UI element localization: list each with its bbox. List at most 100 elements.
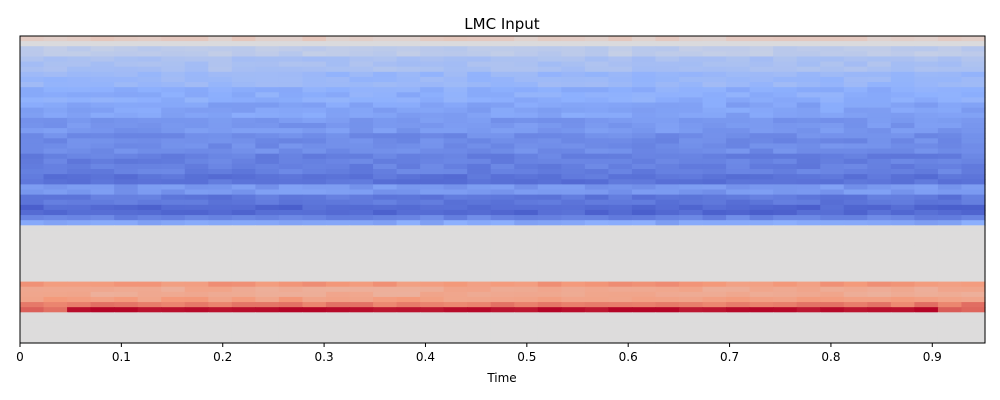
- heatmap-cell: [114, 143, 138, 149]
- heatmap-cell: [232, 312, 256, 318]
- heatmap-cell: [67, 333, 91, 339]
- heatmap-cell: [867, 87, 891, 93]
- heatmap-cell: [820, 328, 844, 334]
- heatmap-cell: [726, 215, 750, 221]
- heatmap-cell: [185, 220, 209, 226]
- heatmap-cell: [491, 149, 515, 155]
- heatmap-cell: [585, 276, 609, 282]
- heatmap-cell: [185, 246, 209, 252]
- heatmap-cell: [867, 312, 891, 318]
- heatmap-cell: [397, 41, 421, 47]
- heatmap-cell: [326, 312, 350, 318]
- heatmap-cell: [585, 67, 609, 73]
- heatmap-cell: [350, 333, 374, 339]
- heatmap-cell: [255, 271, 279, 277]
- heatmap-cell: [185, 164, 209, 170]
- heatmap-cell: [773, 276, 797, 282]
- heatmap-cell: [538, 108, 562, 114]
- heatmap-cell: [773, 159, 797, 165]
- heatmap-cell: [655, 143, 679, 149]
- heatmap-cell: [820, 323, 844, 329]
- heatmap-cell: [350, 67, 374, 73]
- heatmap-cell: [279, 128, 303, 134]
- heatmap-cell: [350, 317, 374, 323]
- heatmap-cell: [820, 62, 844, 68]
- heatmap-cell: [538, 97, 562, 103]
- heatmap-cell: [514, 87, 538, 93]
- heatmap-cell: [467, 251, 491, 257]
- heatmap-cell: [820, 174, 844, 180]
- heatmap-cell: [750, 174, 774, 180]
- heatmap-cell: [444, 241, 468, 247]
- heatmap-cell: [373, 143, 397, 149]
- heatmap-cell: [655, 138, 679, 144]
- heatmap-cell: [444, 149, 468, 155]
- heatmap-cell: [232, 220, 256, 226]
- heatmap-cell: [726, 200, 750, 206]
- heatmap-cell: [773, 97, 797, 103]
- heatmap-cell: [138, 123, 162, 129]
- heatmap-cell: [938, 312, 962, 318]
- heatmap-cell: [255, 195, 279, 201]
- heatmap-cell: [232, 195, 256, 201]
- heatmap-cell: [279, 302, 303, 308]
- heatmap-cell: [538, 333, 562, 339]
- heatmap-cell: [44, 241, 68, 247]
- heatmap-cell: [232, 251, 256, 257]
- heatmap-cell: [373, 118, 397, 124]
- heatmap-cell: [938, 46, 962, 52]
- heatmap-cell: [938, 297, 962, 303]
- heatmap-cell: [891, 292, 915, 298]
- heatmap-cell: [302, 333, 326, 339]
- heatmap-cell: [914, 128, 938, 134]
- heatmap-cell: [279, 246, 303, 252]
- heatmap-cell: [279, 169, 303, 175]
- heatmap-cell: [514, 179, 538, 185]
- heatmap-cell: [491, 312, 515, 318]
- heatmap-cell: [961, 82, 985, 88]
- heatmap-cell: [750, 154, 774, 160]
- heatmap-cell: [350, 87, 374, 93]
- heatmap-cell: [350, 164, 374, 170]
- heatmap-cell: [444, 200, 468, 206]
- heatmap-cell: [679, 210, 703, 216]
- heatmap-cell: [373, 251, 397, 257]
- heatmap-cell: [726, 261, 750, 267]
- heatmap-cell: [961, 103, 985, 109]
- heatmap-cell: [44, 333, 68, 339]
- heatmap-cell: [114, 328, 138, 334]
- heatmap-cell: [161, 246, 185, 252]
- heatmap-cell: [844, 256, 868, 262]
- heatmap-cell: [350, 241, 374, 247]
- heatmap-cell: [491, 138, 515, 144]
- heatmap-cell: [655, 113, 679, 119]
- heatmap-cell: [208, 97, 232, 103]
- heatmap-cell: [491, 302, 515, 308]
- heatmap-cell: [138, 323, 162, 329]
- heatmap-cell: [844, 138, 868, 144]
- heatmap-cell: [820, 72, 844, 78]
- heatmap-cell: [420, 210, 444, 216]
- heatmap-cell: [44, 87, 68, 93]
- heatmap-cell: [397, 200, 421, 206]
- heatmap-cell: [467, 205, 491, 211]
- heatmap-cell: [20, 328, 44, 334]
- heatmap-cell: [255, 72, 279, 78]
- heatmap-cell: [114, 195, 138, 201]
- heatmap-cell: [326, 256, 350, 262]
- heatmap-cell: [632, 77, 656, 83]
- heatmap-cell: [302, 174, 326, 180]
- heatmap-cell: [585, 230, 609, 236]
- heatmap-cell: [538, 230, 562, 236]
- heatmap-cell: [444, 307, 468, 313]
- heatmap-cell: [208, 174, 232, 180]
- heatmap-cell: [397, 159, 421, 165]
- heatmap-cell: [302, 302, 326, 308]
- heatmap-cell: [797, 169, 821, 175]
- heatmap-cell: [844, 246, 868, 252]
- heatmap-cell: [726, 292, 750, 298]
- heatmap-cell: [679, 97, 703, 103]
- heatmap-cell: [185, 287, 209, 293]
- x-tick-label: 0.6: [619, 350, 638, 364]
- heatmap-cell: [208, 287, 232, 293]
